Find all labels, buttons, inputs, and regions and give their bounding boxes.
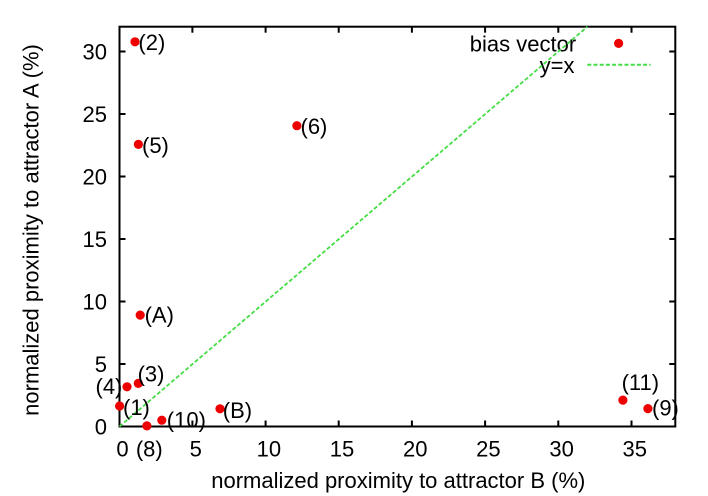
svg-text:0: 0 [116, 437, 128, 462]
svg-text:30: 30 [83, 40, 107, 65]
svg-text:10: 10 [83, 290, 107, 315]
svg-text:normalized proximity to attrac: normalized proximity to attractor B (%) [211, 468, 585, 493]
svg-text:(11): (11) [622, 370, 660, 395]
svg-text:20: 20 [83, 165, 107, 190]
svg-text:5: 5 [190, 437, 202, 462]
svg-text:(6): (6) [301, 114, 328, 139]
svg-text:(3): (3) [138, 362, 165, 387]
svg-text:(A): (A) [145, 303, 174, 328]
svg-text:(4): (4) [96, 374, 123, 399]
svg-text:5: 5 [95, 352, 107, 377]
svg-text:(5): (5) [142, 133, 169, 158]
svg-text:30: 30 [549, 437, 573, 462]
svg-text:25: 25 [83, 102, 107, 127]
svg-text:y=x: y=x [540, 53, 575, 78]
svg-text:(1): (1) [123, 395, 150, 420]
svg-text:(B): (B) [223, 398, 252, 423]
svg-text:(10): (10) [167, 408, 206, 433]
svg-text:(2): (2) [138, 30, 165, 55]
svg-text:25: 25 [476, 437, 500, 462]
svg-text:20: 20 [403, 437, 427, 462]
svg-text:(9): (9) [652, 395, 679, 420]
svg-text:15: 15 [83, 227, 107, 252]
svg-text:normalized proximity to attrac: normalized proximity to attractor A (%) [19, 44, 44, 416]
svg-text:35: 35 [623, 437, 647, 462]
svg-text:15: 15 [330, 437, 354, 462]
svg-text:0: 0 [95, 415, 107, 440]
svg-text:(8): (8) [136, 437, 163, 462]
svg-text:10: 10 [257, 437, 281, 462]
